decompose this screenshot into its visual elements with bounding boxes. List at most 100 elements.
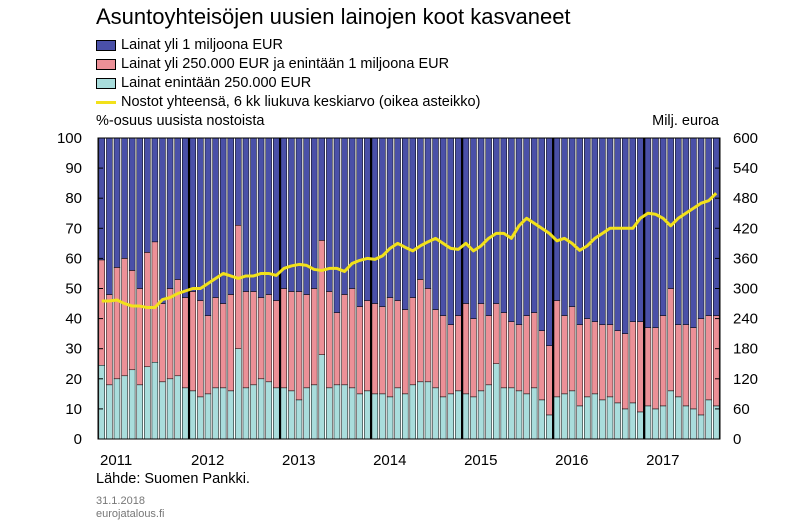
bar-large-19 — [242, 137, 250, 292]
bar-medium-39 — [394, 300, 401, 389]
bar-medium-27 — [303, 294, 310, 389]
bar-large-15 — [212, 137, 219, 298]
bar-medium-72 — [644, 327, 652, 407]
bar-small-43 — [424, 381, 432, 440]
bar-large-56 — [523, 137, 530, 316]
bar-small-31 — [333, 384, 341, 440]
bar-large-20 — [250, 137, 257, 292]
bar-medium-31 — [333, 312, 341, 386]
bar-large-4 — [128, 137, 136, 271]
bar-large-14 — [204, 137, 212, 316]
bar-large-64 — [584, 137, 591, 319]
bar-medium-67 — [606, 324, 614, 398]
bar-small-23 — [273, 387, 280, 440]
bar-medium-71 — [637, 321, 644, 413]
bar-medium-5 — [136, 288, 143, 386]
bar-small-52 — [493, 363, 500, 440]
bar-small-59 — [546, 414, 553, 440]
bar-medium-63 — [576, 324, 583, 407]
bar-small-11 — [182, 387, 189, 440]
legend-label-small: Lainat enintään 250.000 EUR — [121, 75, 312, 91]
bar-medium-19 — [242, 291, 250, 389]
legend-label-medium: Lainat yli 250.000 EUR ja enintään 1 mil… — [121, 56, 450, 72]
bar-small-8 — [159, 381, 166, 440]
bar-small-14 — [204, 393, 212, 440]
bar-medium-74 — [659, 315, 667, 407]
bar-small-53 — [500, 387, 508, 440]
bar-small-33 — [348, 387, 356, 440]
bar-large-69 — [621, 137, 629, 334]
bar-small-20 — [250, 384, 257, 440]
bar-small-48 — [462, 393, 470, 440]
bar-medium-11 — [182, 297, 189, 389]
left-tick-label-80: 80 — [65, 190, 82, 207]
right-tick-label-600: 600 — [733, 130, 758, 147]
bar-large-79 — [697, 137, 705, 319]
bar-small-51 — [485, 384, 492, 440]
source-note: Lähde: Suomen Pankki. — [96, 471, 250, 487]
bar-large-6 — [144, 137, 151, 253]
bar-small-80 — [705, 399, 712, 440]
bar-small-57 — [530, 387, 538, 440]
legend-swatch-medium — [96, 59, 116, 70]
right-tick-label-360: 360 — [733, 250, 758, 267]
left-tick-label-100: 100 — [57, 130, 82, 147]
bar-small-2 — [113, 378, 121, 440]
bar-small-42 — [417, 381, 424, 440]
bar-medium-35 — [364, 300, 371, 392]
bar-small-76 — [675, 396, 682, 440]
bar-large-41 — [409, 137, 416, 298]
bar-medium-26 — [295, 291, 303, 401]
bar-medium-62 — [568, 306, 576, 392]
bar-small-0 — [98, 365, 106, 440]
bar-large-51 — [485, 137, 492, 316]
bar-medium-33 — [348, 288, 356, 389]
bar-medium-65 — [591, 321, 599, 395]
bar-small-79 — [697, 414, 705, 440]
bar-medium-46 — [447, 324, 454, 395]
bar-large-78 — [690, 137, 697, 328]
bar-medium-40 — [402, 309, 409, 395]
bar-medium-8 — [159, 303, 166, 383]
bar-large-68 — [614, 137, 621, 331]
bar-medium-25 — [288, 291, 295, 392]
bar-small-32 — [341, 384, 348, 440]
bar-medium-47 — [455, 315, 462, 392]
bar-large-72 — [644, 137, 652, 328]
bar-medium-52 — [493, 303, 500, 364]
bar-small-67 — [606, 396, 614, 440]
bar-medium-23 — [273, 300, 280, 389]
bar-small-9 — [166, 378, 174, 440]
bar-large-35 — [364, 137, 371, 301]
x-tick-label-2012: 2012 — [191, 452, 224, 469]
legend-item-medium: Lainat yli 250.000 EUR ja enintään 1 mil… — [96, 55, 480, 74]
bar-large-46 — [447, 137, 454, 325]
bar-small-56 — [523, 393, 530, 440]
bar-small-3 — [121, 375, 128, 440]
bar-small-50 — [477, 390, 485, 440]
x-tick-label-2015: 2015 — [464, 452, 497, 469]
bar-large-24 — [280, 137, 288, 289]
left-tick-label-10: 10 — [65, 401, 82, 418]
bar-medium-69 — [621, 333, 629, 410]
bar-medium-50 — [477, 303, 485, 392]
bar-large-2 — [113, 137, 121, 268]
bar-medium-59 — [546, 345, 553, 416]
legend-swatch-small — [96, 78, 116, 89]
bar-medium-6 — [144, 252, 151, 368]
bar-large-18 — [235, 137, 242, 226]
bar-small-12 — [189, 390, 197, 440]
bar-small-65 — [591, 393, 599, 440]
bar-large-62 — [568, 137, 576, 307]
bar-large-31 — [333, 137, 341, 313]
bar-large-47 — [455, 137, 462, 316]
bar-small-19 — [242, 387, 250, 440]
bar-large-74 — [659, 137, 667, 316]
bar-small-39 — [394, 387, 401, 440]
bar-medium-66 — [599, 324, 606, 401]
bar-medium-28 — [310, 288, 318, 386]
bar-small-26 — [295, 399, 303, 440]
right-tick-label-300: 300 — [733, 281, 758, 298]
bar-medium-15 — [212, 297, 219, 389]
